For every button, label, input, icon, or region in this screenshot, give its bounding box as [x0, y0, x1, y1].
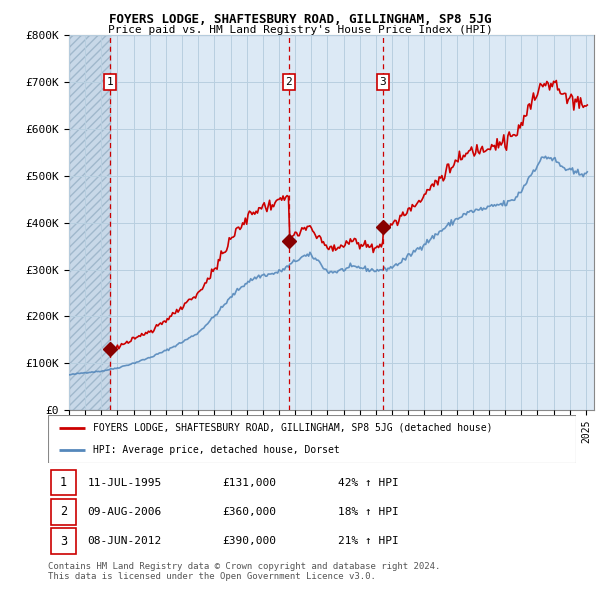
Text: 3: 3 — [380, 77, 386, 87]
Text: 2: 2 — [60, 505, 67, 519]
Text: £131,000: £131,000 — [222, 477, 276, 487]
Text: Contains HM Land Registry data © Crown copyright and database right 2024.
This d: Contains HM Land Registry data © Crown c… — [48, 562, 440, 581]
Text: 18% ↑ HPI: 18% ↑ HPI — [338, 507, 399, 517]
Text: 2: 2 — [286, 77, 292, 87]
FancyBboxPatch shape — [48, 415, 576, 463]
Text: 09-AUG-2006: 09-AUG-2006 — [88, 507, 162, 517]
FancyBboxPatch shape — [50, 470, 76, 496]
FancyBboxPatch shape — [50, 499, 76, 525]
Text: 08-JUN-2012: 08-JUN-2012 — [88, 536, 162, 546]
Text: 42% ↑ HPI: 42% ↑ HPI — [338, 477, 399, 487]
FancyBboxPatch shape — [50, 528, 76, 554]
Bar — [69, 35, 111, 410]
Text: FOYERS LODGE, SHAFTESBURY ROAD, GILLINGHAM, SP8 5JG: FOYERS LODGE, SHAFTESBURY ROAD, GILLINGH… — [109, 13, 491, 26]
Text: 11-JUL-1995: 11-JUL-1995 — [88, 477, 162, 487]
Text: 3: 3 — [60, 535, 67, 548]
Text: Price paid vs. HM Land Registry's House Price Index (HPI): Price paid vs. HM Land Registry's House … — [107, 25, 493, 35]
Text: £390,000: £390,000 — [222, 536, 276, 546]
Text: 21% ↑ HPI: 21% ↑ HPI — [338, 536, 399, 546]
Text: 1: 1 — [106, 77, 113, 87]
Text: HPI: Average price, detached house, Dorset: HPI: Average price, detached house, Dors… — [93, 445, 340, 455]
Text: 1: 1 — [60, 476, 67, 489]
Text: FOYERS LODGE, SHAFTESBURY ROAD, GILLINGHAM, SP8 5JG (detached house): FOYERS LODGE, SHAFTESBURY ROAD, GILLINGH… — [93, 423, 493, 433]
Text: £360,000: £360,000 — [222, 507, 276, 517]
